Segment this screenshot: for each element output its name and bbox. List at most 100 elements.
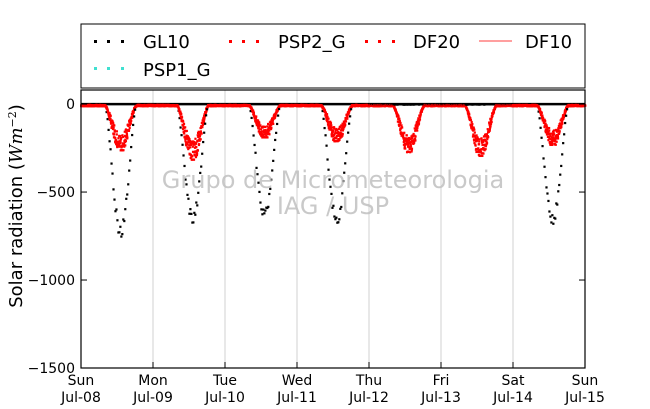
gl10-point: [184, 178, 187, 181]
x-tick-label-date: Jul-10: [204, 390, 245, 406]
gl10-point: [262, 208, 265, 211]
df20-point: [323, 109, 327, 112]
x-tick-label-date: Jul-13: [420, 390, 461, 406]
x-tick-label-date: Jul-15: [564, 390, 605, 406]
df20-point: [126, 136, 129, 139]
df20-point: [488, 121, 491, 124]
df20-point: [470, 120, 473, 124]
df20-point: [106, 107, 109, 111]
df20-point: [334, 130, 337, 133]
df20-point: [417, 122, 421, 125]
df20-point: [272, 122, 275, 125]
gl10-point: [109, 148, 112, 151]
df20-point: [117, 137, 120, 140]
df20-point: [194, 154, 197, 157]
gl10-point: [268, 192, 271, 196]
df20-point: [559, 127, 562, 130]
y-axis-label-close: ): [6, 104, 27, 111]
df20-point: [326, 115, 329, 118]
gl10-point: [190, 212, 193, 215]
df20-point: [472, 129, 475, 132]
df20-point: [196, 149, 200, 152]
df20-point: [192, 158, 196, 161]
gl10-point: [556, 203, 559, 206]
gl10-point: [550, 221, 553, 224]
df20-point: [341, 133, 344, 136]
df20-point: [255, 115, 258, 118]
df20-point: [188, 137, 191, 141]
x-tick-label-day: Sun: [68, 373, 95, 389]
df20-point: [414, 135, 417, 138]
df20-point: [182, 131, 185, 134]
df20-point: [266, 125, 269, 128]
df20-point: [480, 137, 483, 140]
df20-point: [561, 122, 564, 125]
gl10-point: [197, 191, 200, 194]
df20-point: [276, 110, 279, 113]
y-tick-label: 0: [66, 97, 75, 113]
gl10-point: [198, 180, 201, 183]
df20-point: [343, 126, 346, 129]
df20-point: [331, 126, 334, 129]
df20-point: [408, 141, 412, 144]
df20-point: [120, 145, 123, 148]
df20-point: [190, 153, 193, 157]
df20-point: [334, 140, 338, 143]
df20-point: [480, 154, 483, 158]
df20-point: [113, 124, 116, 127]
df20-point: [403, 137, 406, 140]
df20-point: [124, 138, 127, 141]
df20-point: [410, 148, 413, 151]
df20-point: [119, 138, 122, 141]
df20-point: [123, 145, 126, 148]
df20-point: [125, 134, 129, 137]
gl10-point: [121, 233, 124, 236]
df20-point: [412, 141, 416, 144]
gl10-point: [261, 213, 264, 216]
df20-point: [184, 126, 187, 129]
df20-point: [110, 121, 113, 124]
df20-point: [325, 117, 328, 120]
df20-point: [185, 129, 188, 133]
df20-point: [266, 136, 269, 139]
df20-point: [480, 152, 483, 155]
df20-point: [199, 133, 202, 137]
gl10-point: [133, 115, 136, 118]
df20-point: [123, 144, 126, 147]
gl10-point: [560, 164, 563, 168]
gl10-point: [269, 187, 272, 190]
gl10-point: [343, 171, 346, 174]
gl10-point: [263, 212, 266, 215]
gl10-point: [182, 154, 185, 157]
df20-point: [335, 134, 338, 138]
df20-point: [347, 112, 350, 115]
legend-marker-psp1-g: [94, 67, 124, 70]
gl10-point: [350, 108, 353, 111]
df20-point: [549, 135, 552, 138]
df20-point: [180, 112, 183, 116]
df20-point: [413, 127, 416, 130]
gl10-point: [340, 205, 343, 209]
df20-point: [554, 139, 557, 142]
df20-point: [564, 111, 567, 114]
df20-point: [485, 142, 489, 145]
gl10-point: [541, 145, 544, 148]
df20-point: [197, 139, 200, 142]
df20-point: [115, 133, 118, 136]
df20-point: [482, 147, 485, 150]
df20-point: [546, 130, 549, 133]
gl10-point: [124, 208, 127, 211]
df20-point: [340, 128, 343, 132]
df20-point: [252, 111, 255, 115]
gl10-point: [548, 210, 551, 213]
df20-point: [480, 139, 483, 142]
legend-marker-psp2-g: [229, 40, 259, 43]
gl10-point: [189, 208, 192, 211]
df20-point: [258, 125, 261, 128]
gl10-point: [542, 157, 545, 160]
gl10-point: [195, 201, 198, 204]
df20-point: [400, 124, 403, 127]
df20-point: [194, 150, 197, 153]
df20-point: [260, 128, 263, 131]
df20-point: [258, 128, 261, 131]
